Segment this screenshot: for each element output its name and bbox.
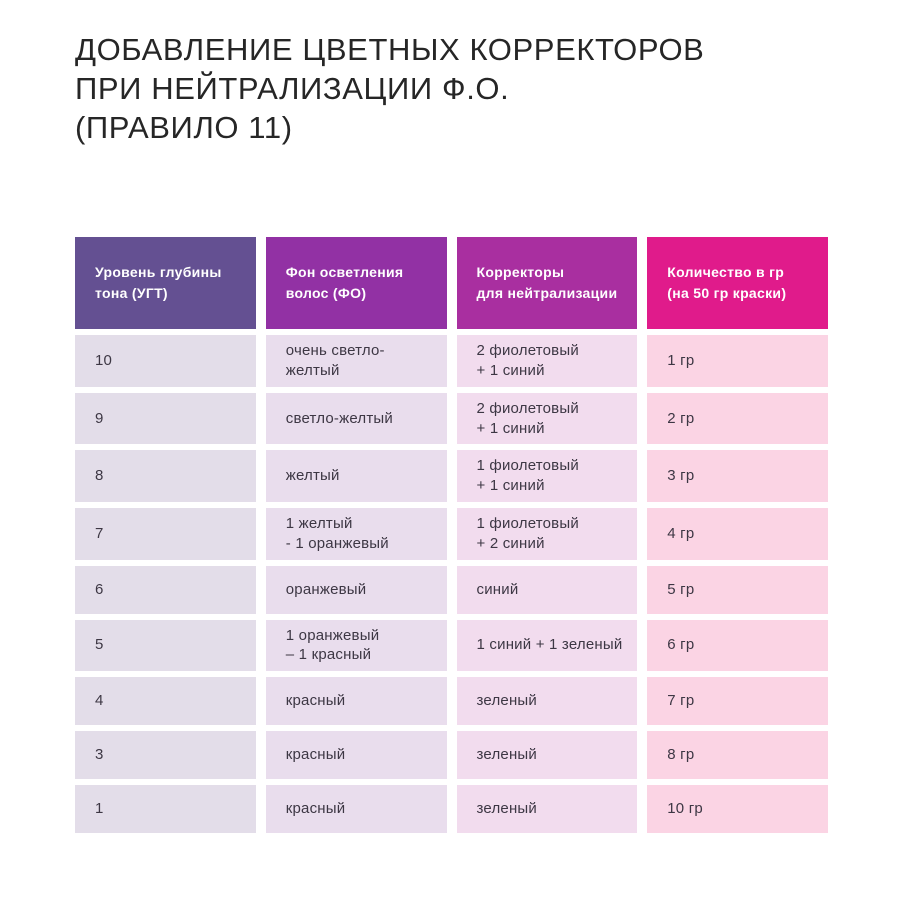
column-header-fo: Фон осветления волос (ФО) [265, 237, 447, 330]
fo-cell: 1 оранжевый – 1 красный [265, 619, 447, 672]
ugt-cell: 10 [75, 335, 256, 387]
amount-cell: 3 гр [647, 450, 828, 502]
ugt-cell: 9 [75, 392, 256, 445]
corrector-cell: 2 фиолетовый + 1 синий [456, 335, 638, 387]
column-header-amount: Количество в гр (на 50 гр краски) [647, 237, 828, 330]
fo-cell: очень светло-желтый [265, 335, 447, 387]
fo-cell: красный [265, 731, 447, 780]
table-row: 3 красный зеленый 8 гр [75, 731, 828, 780]
fo-cell: 1 желтый - 1 оранжевый [265, 507, 447, 560]
table-row: 9 светло-желтый 2 фиолетовый + 1 синий 2 гр [75, 392, 828, 445]
page-title: ДОБАВЛЕНИЕ ЦВЕТНЫХ КОРРЕКТОРОВ ПРИ НЕЙТР… [75, 32, 705, 146]
corrector-cell: синий [456, 565, 638, 614]
corrector-cell: 1 фиолетовый + 1 синий [456, 450, 638, 502]
amount-cell: 2 гр [647, 392, 828, 445]
correctors-table: Уровень глубины тона (УГТ) Фон осветлени… [75, 237, 828, 834]
ugt-cell: 5 [75, 619, 256, 672]
column-header-ugt: Уровень глубины тона (УГТ) [75, 237, 256, 330]
ugt-cell: 7 [75, 507, 256, 560]
ugt-cell: 8 [75, 450, 256, 502]
table-row: 10 очень светло-желтый 2 фиолетовый + 1 си… [75, 335, 828, 387]
ugt-cell: 1 [75, 785, 256, 834]
fo-cell: оранжевый [265, 565, 447, 614]
table-row: 8 желтый 1 фиолетовый + 1 синий 3 гр [75, 450, 828, 502]
fo-cell: красный [265, 677, 447, 726]
amount-cell: 4 гр [647, 507, 828, 560]
corrector-cell: 1 фиолетовый + 2 синий [456, 507, 638, 560]
corrector-cell: 1 синий + 1 зеленый [456, 619, 638, 672]
amount-cell: 6 гр [647, 619, 828, 672]
ugt-cell: 3 [75, 731, 256, 780]
table-row: 6 оранжевый синий 5 гр [75, 565, 828, 614]
fo-cell: красный [265, 785, 447, 834]
column-header-correctors: Корректоры для нейтрализации [456, 237, 638, 330]
fo-cell: светло-желтый [265, 392, 447, 445]
amount-cell: 8 гр [647, 731, 828, 780]
amount-cell: 7 гр [647, 677, 828, 726]
table-header-row: Уровень глубины тона (УГТ) Фон осветлени… [75, 237, 828, 330]
corrector-cell: 2 фиолетовый + 1 синий [456, 392, 638, 445]
corrector-cell: зеленый [456, 677, 638, 726]
table-body: 10 очень светло-желтый 2 фиолетовый + 1 си… [75, 335, 828, 834]
amount-cell: 5 гр [647, 565, 828, 614]
corrector-cell: зеленый [456, 731, 638, 780]
ugt-cell: 6 [75, 565, 256, 614]
table-row: 4 красный зеленый 7 гр [75, 677, 828, 726]
ugt-cell: 4 [75, 677, 256, 726]
corrector-cell: зеленый [456, 785, 638, 834]
amount-cell: 1 гр [647, 335, 828, 387]
amount-cell: 10 гр [647, 785, 828, 834]
table-row: 1 красный зеленый 10 гр [75, 785, 828, 834]
fo-cell: желтый [265, 450, 447, 502]
